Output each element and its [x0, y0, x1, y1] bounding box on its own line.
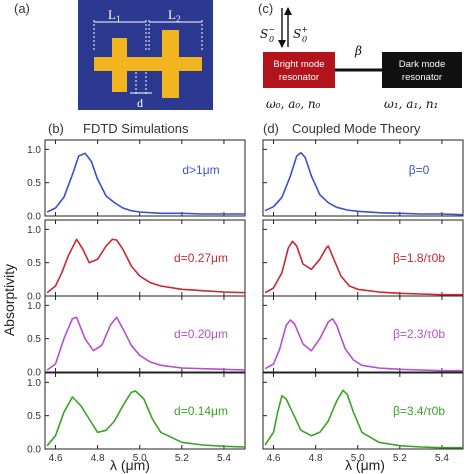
x-tick-label: 4.6 [49, 453, 63, 464]
subplot-frame [262, 372, 464, 450]
series-label: d=0.20μm [174, 327, 228, 341]
metamaterial-background [78, 0, 213, 110]
series-label: β=3.4/τ0b [393, 404, 445, 418]
series-line [264, 151, 464, 216]
x-tick-label: 5.0 [351, 453, 365, 464]
series-line [264, 240, 463, 296]
series-label: β=1.8/τ0b [393, 251, 445, 265]
x-tick-label: 4.6 [267, 453, 281, 464]
y-axis-label: Absorptivity [1, 264, 17, 336]
y-tick-label: 0.0 [27, 368, 41, 379]
label-d: d [137, 96, 143, 110]
y-tick-label: 0.0 [27, 292, 41, 303]
x-tick-label: 5.0 [133, 453, 147, 464]
panel-b-title: FDTD Simulations [83, 121, 189, 136]
dark-mode-line1: Dark mode [399, 59, 445, 70]
bright-mode-line2: resonator [279, 72, 319, 83]
plot-panels: 0.0 0.5 1.0 d>1μm 0.0 0.5 1.0 d=0.27μm 0.0 0.5 1.0… [27, 139, 464, 464]
dimension-lines [93, 20, 203, 95]
subplot-frame [262, 139, 464, 217]
y-tick-label: 1.0 [27, 378, 41, 389]
y-tick-label: 0.0 [27, 445, 41, 456]
series-label: d=0.14μm [174, 404, 228, 418]
subplot-b-4: 4.6 4.8 5.0 5.2 5.4 0.0 0.5 1.0 d=0.14μm [27, 372, 246, 464]
x-tick-label: 4.8 [91, 453, 105, 464]
y-tick-label: 1.0 [27, 301, 41, 312]
subplot-frame [44, 139, 246, 217]
y-tick-label: 0.0 [27, 212, 41, 223]
series-line [46, 316, 246, 371]
subplot-d-3: β=2.3/τ0b [262, 295, 464, 373]
series-label: d>1μm [182, 163, 219, 177]
label-L1: L1 [108, 7, 120, 24]
y-tick-label: 0.5 [27, 411, 41, 422]
panel-label-d: (d) [263, 121, 279, 136]
subplot-b-3: 0.0 0.5 1.0 d=0.20μm [27, 295, 246, 379]
series-label: d=0.27μm [174, 251, 228, 265]
y-tick-label: 1.0 [27, 225, 41, 236]
y-tick-label: 0.5 [27, 334, 41, 345]
x-tick-label: 5.2 [175, 453, 189, 464]
subplot-d-2: β=1.8/τ0b [262, 219, 464, 297]
subplot-d-1: β=0 [262, 139, 464, 217]
series-line [264, 389, 463, 449]
dark-mode-line2: resonator [402, 72, 442, 83]
subplot-frame [44, 372, 246, 450]
panel-label-a: (a) [14, 1, 30, 16]
series-label: β=2.3/τ0b [393, 327, 445, 341]
series-line [46, 390, 246, 448]
panel-d-title: Coupled Mode Theory [292, 121, 421, 136]
subplot-d-4: 4.6 4.8 5.0 5.2 5.4 β=3.4/τ0b [262, 372, 464, 464]
subplot-b-1: 0.0 0.5 1.0 d>1μm [27, 139, 246, 223]
series-line [46, 152, 245, 215]
bright-params: ω₀, a₀, n₀ [266, 97, 321, 111]
subplot-b-2: 0.0 0.5 1.0 d=0.27μm [27, 219, 246, 303]
bright-mode-box [263, 52, 335, 88]
x-axis-label-b: λ (μm) [110, 457, 150, 473]
series-label: β=0 [409, 163, 430, 177]
cross-resonators [94, 30, 202, 98]
x-tick-label: 5.4 [217, 453, 231, 464]
x-tick-label: 5.4 [435, 453, 449, 464]
subplot-frame [44, 295, 246, 373]
subplot-frame [262, 295, 464, 373]
incident-wave-arrows [278, 7, 292, 48]
x-tick-label: 4.8 [309, 453, 323, 464]
panel-label-c: (c) [258, 1, 273, 16]
series-line [264, 317, 463, 372]
y-tick-label: 1.0 [27, 145, 41, 156]
y-tick-label: 0.5 [27, 258, 41, 269]
panel-label-b: (b) [48, 121, 64, 136]
s-plus-label: S+ 0 [293, 25, 308, 44]
bright-mode-line1: Bright mode [273, 59, 324, 70]
series-line [46, 238, 246, 294]
dark-mode-box [382, 52, 462, 88]
x-axis-label-d: λ (μm) [345, 457, 385, 473]
dark-params: ω₁, a₁, n₁ [384, 97, 438, 111]
y-tick-label: 0.5 [27, 178, 41, 189]
beta-label: β [354, 44, 362, 58]
x-tick-label: 5.2 [393, 453, 407, 464]
s-minus-label: S− 0 [260, 25, 275, 44]
label-L2: L2 [168, 7, 180, 24]
